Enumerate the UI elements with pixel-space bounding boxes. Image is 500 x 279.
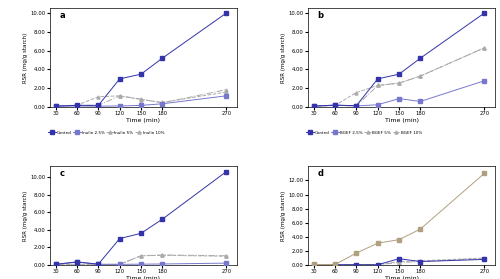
- Legend: Control, BGEF 2.5%, BGEF 5%, BGEF 10%: Control, BGEF 2.5%, BGEF 5%, BGEF 10%: [306, 131, 422, 135]
- X-axis label: Time (min): Time (min): [384, 276, 418, 279]
- Y-axis label: RSR (mg/g starch): RSR (mg/g starch): [281, 33, 286, 83]
- Text: a: a: [60, 11, 65, 20]
- Text: b: b: [318, 11, 324, 20]
- Text: c: c: [60, 169, 64, 178]
- Y-axis label: RSR (mg/g starch): RSR (mg/g starch): [23, 33, 28, 83]
- X-axis label: Time (min): Time (min): [126, 276, 160, 279]
- Text: d: d: [318, 169, 324, 178]
- Y-axis label: RSR (mg/g starch): RSR (mg/g starch): [281, 191, 286, 241]
- X-axis label: Time (min): Time (min): [126, 118, 160, 123]
- X-axis label: Time (min): Time (min): [384, 118, 418, 123]
- Y-axis label: RSR (mg/g starch): RSR (mg/g starch): [23, 191, 28, 241]
- Legend: Control, Inulin 2.5%, Inulin 5%, Inulin 10%: Control, Inulin 2.5%, Inulin 5%, Inulin …: [48, 131, 165, 135]
